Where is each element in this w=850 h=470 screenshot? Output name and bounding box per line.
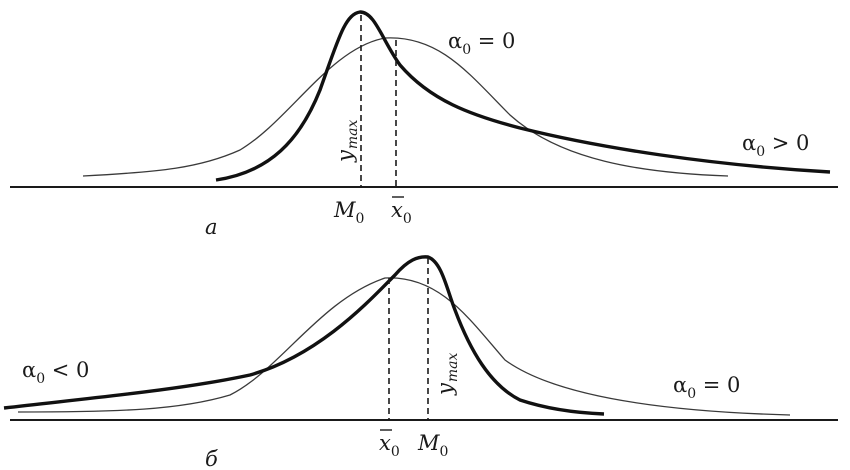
panel-a-peak-label: ymax [333,120,361,163]
panel-b-symmetric-label: α0 = 0 [673,373,740,402]
panel-b-symmetric-curve [17,277,791,416]
panel-b-caption: б [205,447,218,470]
panel-b-skewed-curve [3,255,605,416]
panel-a: ymax α0 = 0 α0 > 0 M0 x0 а [10,10,838,239]
panel-a-skewed-label: α0 > 0 [742,131,809,160]
panel-b-mean-label: x0 [379,431,400,460]
panel-b: ymax α0 < 0 α0 = 0 x0 M0 б [3,255,838,470]
panel-a-caption: а [205,215,218,239]
panel-b-mode-label: M0 [417,431,448,460]
panel-a-mean-label: x0 [391,198,412,227]
panel-a-skewed-curve [215,10,831,182]
panel-b-skewed-label: α0 < 0 [22,358,89,387]
panel-a-mode-label: M0 [333,198,364,227]
panel-a-symmetric-label: α0 = 0 [448,29,515,58]
panel-b-peak-label: ymax [433,353,461,396]
panel-a-symmetric-curve [82,37,729,177]
